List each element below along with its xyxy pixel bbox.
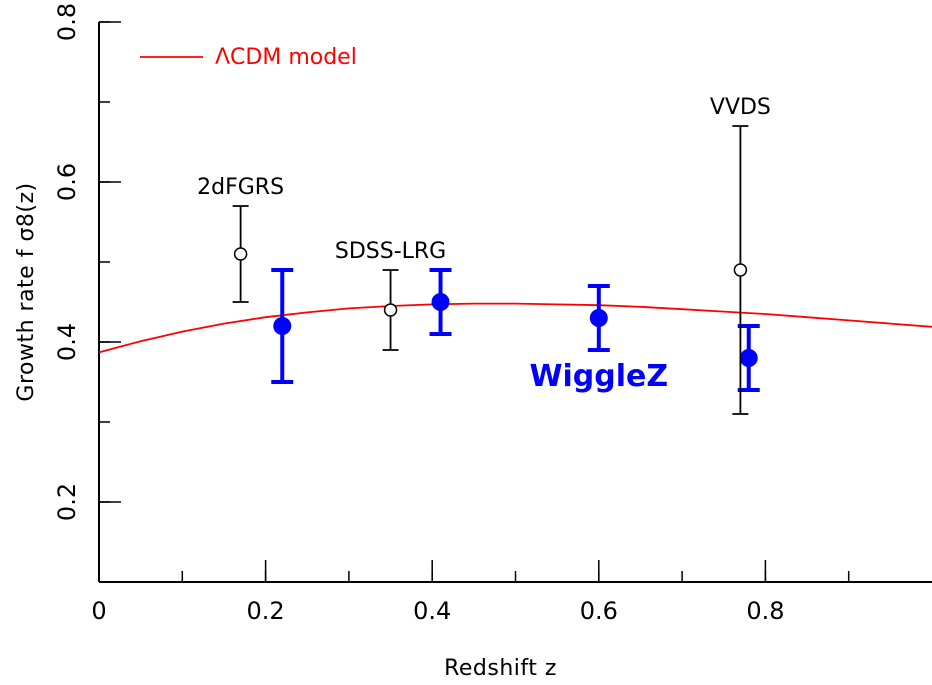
x-tick-label: 0.6 <box>580 597 618 625</box>
annotation-label: 2dFGRS <box>197 175 284 200</box>
y-tick-label: 0.4 <box>53 323 81 361</box>
y-tick-label: 0.8 <box>53 3 81 41</box>
x-tick-label: 0.2 <box>247 597 285 625</box>
point-marker <box>739 349 758 367</box>
point-marker <box>733 263 748 277</box>
x-tick-label: 0.8 <box>746 597 784 625</box>
annotation-label: WiggleZ <box>529 359 668 394</box>
legend-label: ΛCDM model <box>215 45 357 70</box>
x-tick-label: 0.4 <box>413 597 451 625</box>
wigglez-data-point <box>271 268 294 384</box>
y-tick-label: 0.2 <box>53 483 81 521</box>
x-tick-label: 0 <box>91 597 106 625</box>
point-marker <box>233 247 248 261</box>
survey-data-point <box>382 269 399 351</box>
annotation-label: VVDS <box>710 95 771 120</box>
wigglez-data-point <box>737 324 760 392</box>
axes: 0 0.2 0.4 0.6 0.8 0.2 0.4 0.6 0.8 Redshift z Growt… <box>14 3 932 681</box>
point-marker <box>273 317 292 335</box>
y-tick-label: 0.6 <box>53 163 81 201</box>
point-marker <box>589 309 608 327</box>
survey-data-point <box>232 205 249 303</box>
wigglez-data-point <box>429 268 452 336</box>
legend: ΛCDM model <box>140 45 357 70</box>
wigglez-data-point <box>587 284 610 352</box>
survey-data-point <box>732 125 749 415</box>
model-curve-layer <box>98 302 932 354</box>
annotation-label: SDSS-LRG <box>335 239 446 264</box>
point-marker <box>431 293 450 311</box>
x-axis-title: Redshift z <box>444 656 557 681</box>
point-marker <box>383 303 398 317</box>
lcdm-model-curve <box>98 302 932 354</box>
annotations-layer: 2dFGRS SDSS-LRG VVDS WiggleZ <box>197 95 771 394</box>
data-points-layer <box>232 125 760 415</box>
y-axis-title: Growth rate f σ8(z) <box>14 182 39 401</box>
